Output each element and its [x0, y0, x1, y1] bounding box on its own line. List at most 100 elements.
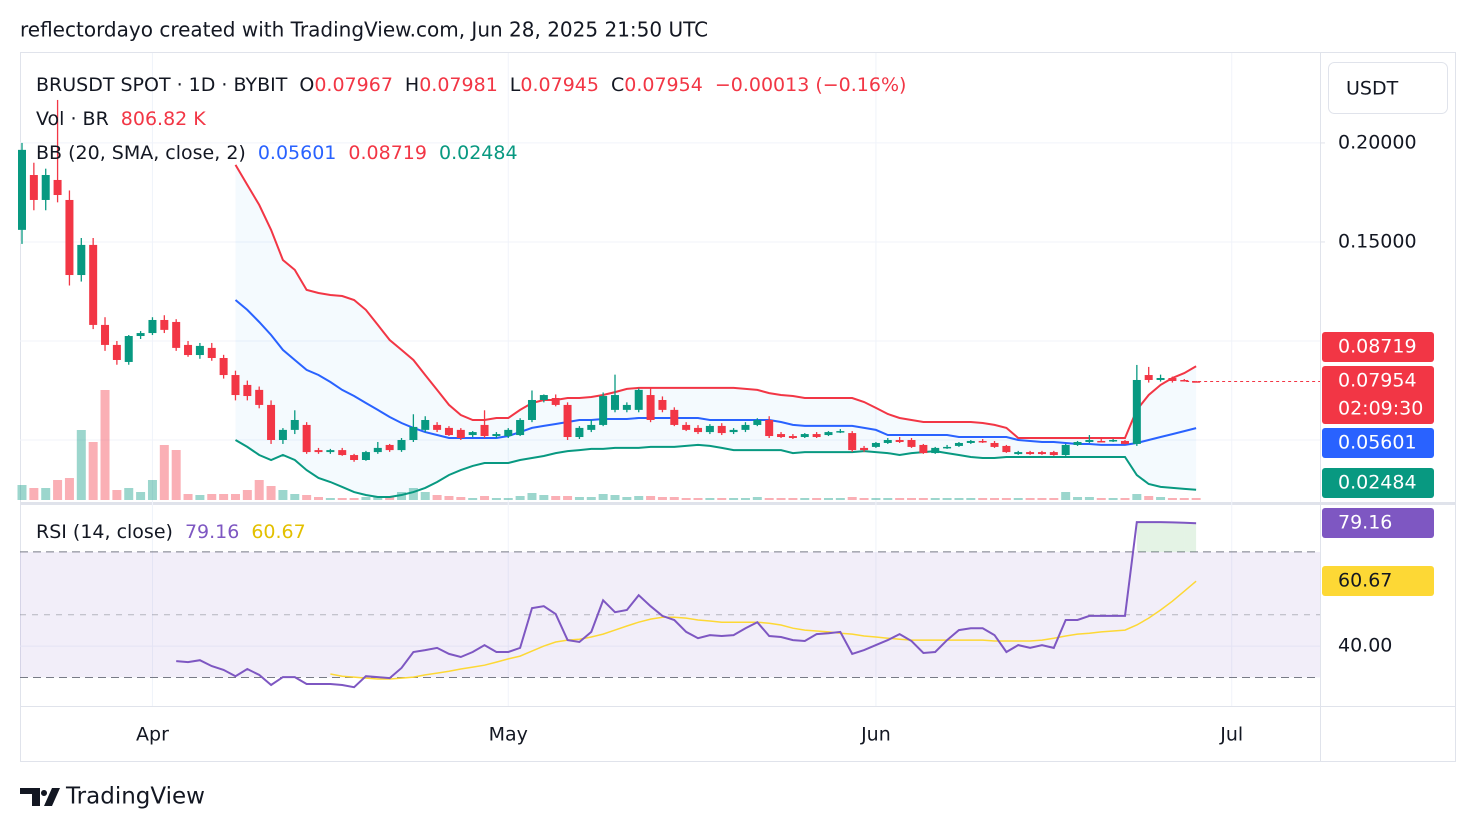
candle-body — [990, 442, 999, 447]
volume-bar — [491, 498, 501, 500]
attribution: reflectordayo created with TradingView.c… — [20, 18, 708, 42]
candle-body — [741, 424, 750, 430]
volume-bar — [681, 498, 691, 500]
candle-body — [611, 395, 619, 410]
candle-body — [800, 434, 809, 438]
candle-body — [338, 450, 347, 456]
volume-bar — [254, 480, 264, 500]
candle-body — [53, 179, 62, 196]
candle-body — [1156, 378, 1165, 380]
candle-body — [29, 175, 38, 200]
volume-bar — [41, 488, 51, 500]
volume-bar — [1120, 498, 1130, 500]
volume-bar — [705, 498, 715, 500]
volume-bar — [242, 490, 252, 500]
volume-bar — [1156, 497, 1166, 500]
candle-body — [658, 399, 667, 410]
candle-body — [148, 319, 157, 334]
volume-bar — [895, 498, 905, 500]
candle-body — [278, 429, 287, 440]
price-tag-label: 60.67 — [1338, 570, 1392, 592]
candle-body — [1097, 440, 1106, 443]
candle-body — [1144, 375, 1153, 380]
y-tick-label: 0.15000 — [1338, 230, 1417, 252]
volume-bar — [1132, 494, 1142, 500]
candle-body — [966, 440, 975, 443]
volume-bar — [646, 496, 656, 500]
candle-body — [1109, 439, 1118, 442]
legend: BRUSDT SPOT · 1D · BYBIT O0.07967 H0.07981… — [36, 74, 906, 543]
candle-body — [124, 336, 133, 362]
y-tick-label: 0.20000 — [1338, 131, 1417, 153]
rsi-overbought-fill — [1184, 522, 1197, 552]
volume-bar — [717, 498, 727, 500]
volume-bar — [1096, 498, 1106, 500]
volume-bar — [302, 495, 312, 500]
volume-bar — [266, 486, 276, 500]
candle-body — [65, 199, 74, 276]
volume-bar — [64, 478, 74, 500]
candle-body — [777, 434, 786, 438]
candle-body — [634, 389, 643, 410]
currency-button[interactable] — [1328, 62, 1448, 114]
volume-bar — [361, 497, 371, 500]
volume-bar — [622, 497, 632, 500]
volume-bar — [444, 496, 454, 500]
candle-body — [705, 425, 714, 433]
candle-body — [765, 419, 774, 437]
x-tick-label: May — [489, 724, 528, 746]
candle-body — [1061, 444, 1070, 456]
candle-body — [433, 424, 442, 430]
bb-fill — [235, 164, 1197, 498]
grid — [20, 53, 1320, 706]
price-tag-label: 0.02484 — [1338, 472, 1417, 494]
volume-bar — [219, 494, 229, 500]
volume-bar — [76, 430, 86, 500]
candle-body — [89, 244, 98, 325]
bb-basis — [234, 299, 1197, 446]
candle-body — [978, 440, 987, 443]
volume-bar — [29, 488, 39, 500]
volume-bar — [195, 495, 205, 500]
candle-body — [883, 439, 892, 443]
legend-item: −0.00013 — [715, 74, 810, 96]
volume-bar — [539, 495, 549, 500]
volume-bar — [918, 498, 928, 500]
candle-body — [931, 447, 940, 454]
x-tick-label: Apr — [136, 724, 169, 746]
candle-body — [753, 419, 762, 425]
rsi-overbought-fill — [1172, 522, 1185, 552]
volume-bar — [930, 498, 940, 500]
volume-bar — [314, 497, 323, 500]
candle-body — [812, 434, 821, 438]
price-tag — [1322, 366, 1434, 424]
price-tag — [1322, 566, 1434, 596]
candle-body — [871, 442, 880, 447]
candle-body — [1037, 452, 1046, 455]
volume-bar — [859, 498, 869, 500]
candle-body — [943, 446, 952, 449]
candle-body — [1026, 452, 1035, 455]
candle-body — [444, 427, 453, 436]
candle-body — [326, 450, 335, 453]
candle-body — [267, 404, 276, 440]
legend-item: 0.07945 — [520, 74, 599, 96]
volume-bar — [800, 498, 810, 500]
rsi-overbought-fill — [1136, 522, 1149, 552]
candle-body — [456, 429, 465, 439]
volume-bar — [1084, 497, 1094, 500]
candle-body — [954, 442, 963, 446]
candle-body — [1014, 452, 1023, 455]
volume-bar — [159, 445, 169, 500]
candle-body — [101, 324, 110, 345]
candle-body — [314, 450, 323, 453]
volume-bar — [1144, 496, 1154, 500]
volume-bar — [124, 488, 134, 500]
candle-body — [694, 427, 703, 433]
volume-bar — [764, 498, 774, 500]
volume-bar — [669, 497, 679, 500]
candle-body — [895, 439, 904, 442]
x-tick-label: Jul — [1219, 724, 1243, 746]
volume-bar — [456, 497, 466, 500]
